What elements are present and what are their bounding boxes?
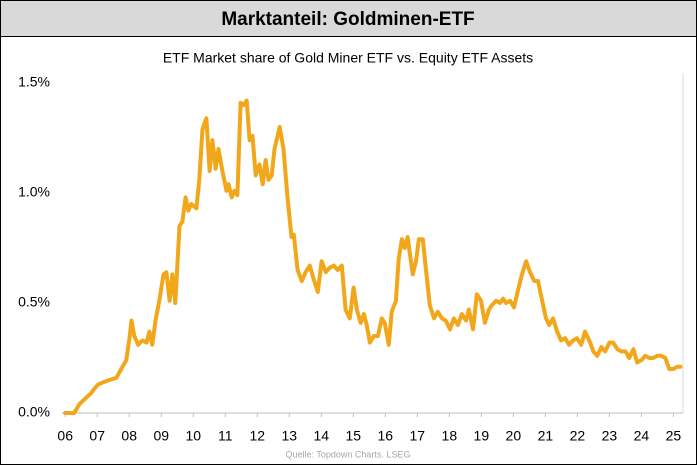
x-tick-label: 25	[666, 428, 682, 444]
x-tick-label: 13	[281, 428, 297, 444]
x-tick-label: 16	[378, 428, 394, 444]
header-title: Marktanteil: Goldminen-ETF	[221, 9, 474, 30]
x-tick-label: 23	[602, 428, 618, 444]
data-line	[63, 98, 683, 415]
x-tick-label: 24	[634, 428, 650, 444]
x-tick-label: 14	[313, 428, 329, 444]
x-tick-label: 06	[57, 428, 73, 444]
x-tick-label: 19	[474, 428, 490, 444]
y-tick-label: 1.0%	[18, 184, 50, 200]
x-tick-label: 08	[121, 428, 137, 444]
x-tick-label: 17	[410, 428, 426, 444]
x-tick-label: 15	[346, 428, 362, 444]
y-tick-label: 0.0%	[18, 404, 50, 420]
y-tick-label: 0.5%	[18, 294, 50, 310]
x-tick-label: 07	[89, 428, 105, 444]
x-tick-label: 09	[153, 428, 169, 444]
header-band	[0, 0, 697, 37]
x-tick-label: 18	[442, 428, 458, 444]
chart-title: ETF Market share of Gold Miner ETF vs. E…	[163, 50, 533, 66]
x-tick-label: 10	[185, 428, 201, 444]
y-tick-label: 1.5%	[18, 74, 50, 90]
x-tick-label: 12	[249, 428, 265, 444]
x-tick-label: 20	[506, 428, 522, 444]
x-tick-label: 21	[538, 428, 554, 444]
x-tick-label: 11	[218, 428, 233, 444]
x-tick-label: 22	[570, 428, 586, 444]
source-note: Quelle: Topdown Charts. LSEG	[286, 449, 411, 459]
